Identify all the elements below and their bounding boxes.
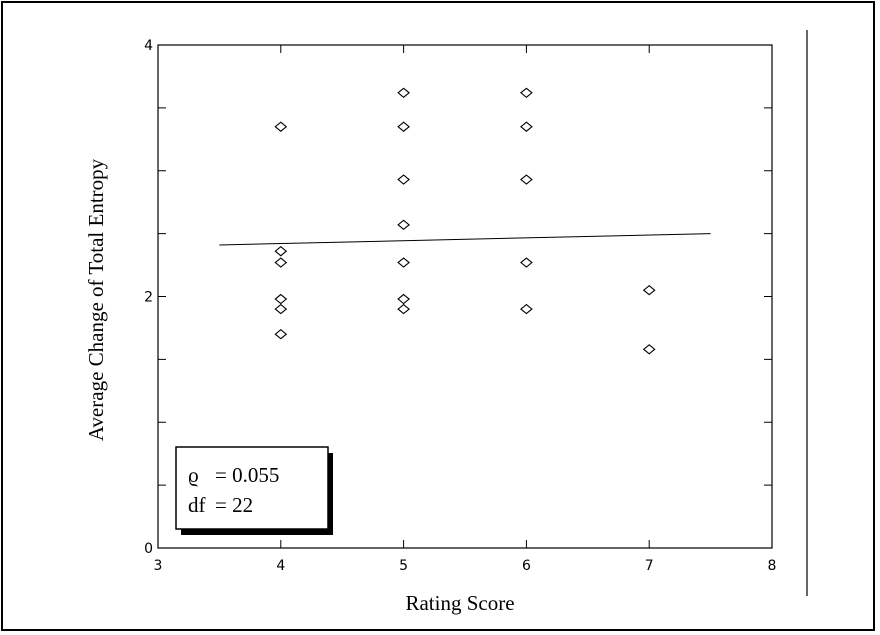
- x-tick-label: 4: [276, 558, 285, 574]
- data-point: [397, 257, 410, 268]
- data-point: [520, 121, 533, 132]
- regression-line: [219, 233, 711, 246]
- x-tick-label: 7: [645, 558, 654, 574]
- tick-labels: 3 4 5 6 7 8 0 2 4: [144, 38, 776, 574]
- data-point: [274, 329, 288, 340]
- data-point: [520, 87, 533, 98]
- data-point: [520, 303, 533, 315]
- data-point: [520, 257, 533, 268]
- x-tick-label: 8: [768, 558, 777, 574]
- data-point: [642, 344, 656, 355]
- y-axis-label: Average Change of Total Entropy: [84, 158, 108, 441]
- x-tick-label: 5: [399, 558, 408, 574]
- stat-rho-symbol: ϱ: [188, 463, 199, 487]
- regression-line-group: [219, 233, 711, 246]
- stats-box-frame: [175, 446, 329, 530]
- x-tick-label: 3: [154, 558, 163, 574]
- data-point: [274, 257, 288, 268]
- data-points: [274, 87, 656, 355]
- x-axis-label: Rating Score: [405, 591, 514, 615]
- data-point: [642, 285, 656, 296]
- data-point: [274, 293, 288, 305]
- data-point: [274, 121, 288, 132]
- data-point: [274, 303, 288, 315]
- data-point: [397, 87, 410, 98]
- data-point: [397, 219, 410, 231]
- stats-box: ϱ = 0.055 df = 22: [175, 446, 333, 535]
- stat-rho-value: = 0.055: [215, 463, 279, 487]
- stat-df-value: = 22: [215, 493, 253, 517]
- data-point: [397, 174, 410, 185]
- y-tick-label: 2: [144, 290, 153, 306]
- data-point: [274, 246, 288, 257]
- data-point: [397, 121, 410, 132]
- data-point: [520, 174, 533, 185]
- x-tick-label: 6: [522, 558, 531, 574]
- data-point: [397, 303, 410, 315]
- data-point: [397, 293, 410, 305]
- y-tick-label: 0: [144, 541, 153, 557]
- axis-ticks: [157, 44, 773, 549]
- y-tick-label: 4: [144, 38, 153, 54]
- stat-df-symbol: df: [188, 493, 206, 517]
